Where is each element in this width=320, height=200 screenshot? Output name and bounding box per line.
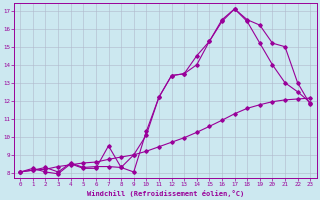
X-axis label: Windchill (Refroidissement éolien,°C): Windchill (Refroidissement éolien,°C) <box>87 190 244 197</box>
